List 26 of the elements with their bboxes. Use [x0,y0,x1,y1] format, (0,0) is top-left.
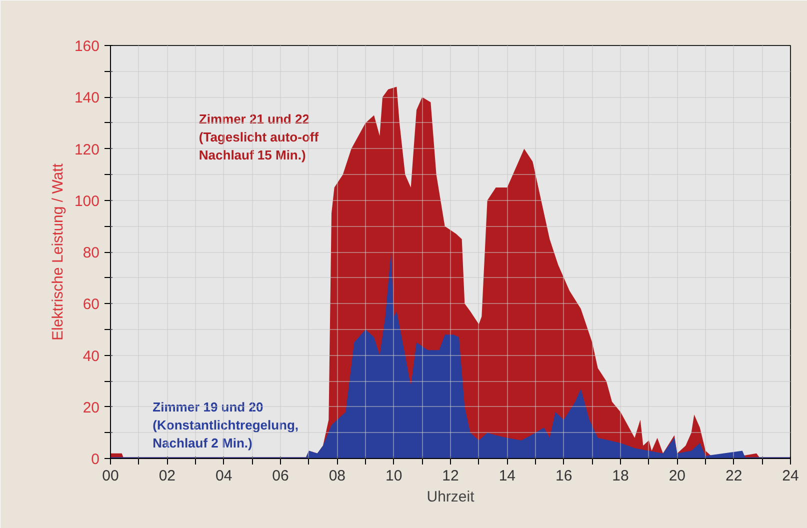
x-tick-label: 16 [555,468,572,484]
x-tick-label: 20 [668,468,686,484]
y-tick-label: 80 [82,244,100,262]
x-tick-label: 08 [328,468,346,484]
y-tick-label: 0 [91,451,100,468]
x-tick-label: 14 [498,468,516,484]
series-label: Zimmer 19 und 20 (Konstantlichtregelung, Nachlauf 2 Min.) [152,399,299,450]
x-tick-label: 12 [442,468,459,484]
y-tick-label: 140 [74,90,100,107]
x-tick-label: 18 [612,468,629,484]
x-tick-label: 10 [385,468,402,484]
x-tick-label: 00 [102,468,119,484]
x-tick-label: 24 [782,468,799,484]
y-axis-title: Elektrische Leistung / Watt [49,162,66,341]
x-tick-label: 22 [725,468,742,484]
x-tick-label: 04 [215,468,232,484]
y-tick-label: 60 [82,296,100,314]
y-tick-label: 20 [82,399,100,416]
x-tick-label: 06 [272,468,289,484]
y-tick-label: 120 [74,141,100,158]
y-tick-label: 40 [82,348,100,365]
x-tick-label: 02 [158,468,176,484]
x-axis-title: Uhrzeit [426,488,476,506]
y-tick-label: 100 [74,192,100,210]
text: Zimmer 21 und 22 (Tageslicht auto-off Nachlauf 15 Min.) [198,112,320,163]
y-tick-label: 160 [74,38,100,55]
